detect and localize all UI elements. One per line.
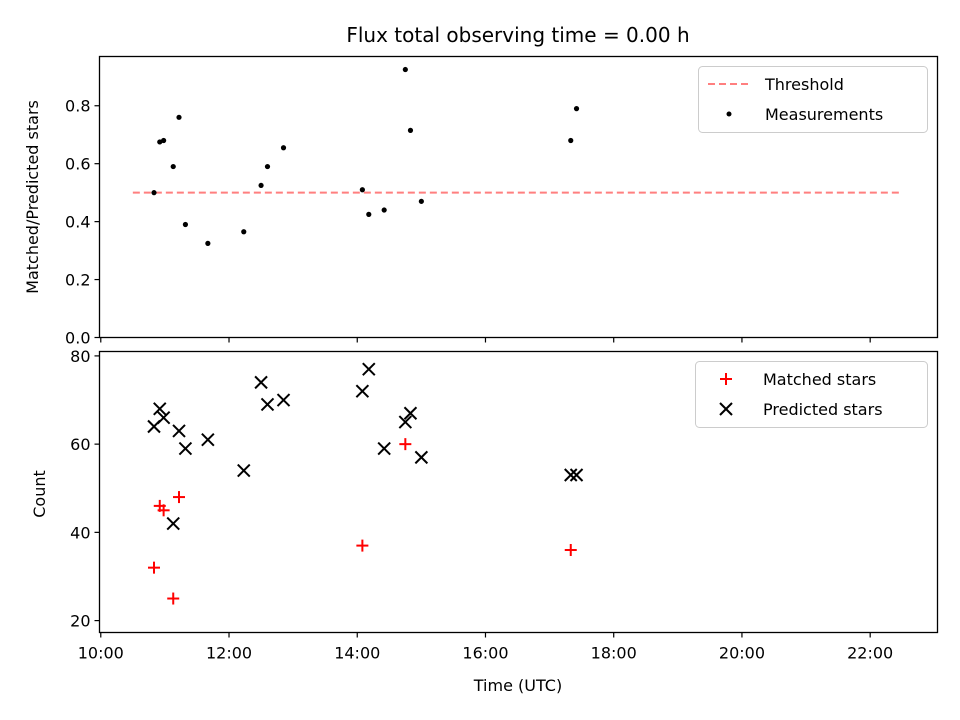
matched-point (167, 592, 180, 605)
x-tick-label: 22:00 (847, 644, 893, 663)
measurement-point (568, 137, 574, 144)
legend-measurements-label: Measurements (765, 105, 883, 124)
x-axis-label: Time (UTC) (473, 676, 562, 695)
bottom-y-tick-label: 80 (70, 347, 90, 366)
top-y-tick-label: 0.4 (65, 213, 90, 232)
bottom-plot-frame (98, 350, 939, 634)
top-panel: Flux total observing time = 0.00 h Match… (23, 23, 939, 348)
matched-point (564, 544, 577, 557)
predicted-point (569, 468, 584, 482)
measurement-point (170, 163, 176, 170)
legend-predicted-marker (719, 402, 733, 416)
measurement-point (258, 182, 264, 189)
predicted-point (362, 362, 376, 376)
measurement-point (280, 145, 287, 151)
x-tick-label: 12:00 (206, 644, 252, 663)
x-tick-label: 10:00 (78, 644, 124, 663)
top-legend-box (698, 66, 928, 133)
measurement-point (182, 221, 189, 228)
chart-title: Flux total observing time = 0.00 h (346, 23, 689, 47)
bottom-y-axis-label: Count (30, 470, 49, 518)
predicted-point (237, 463, 251, 478)
bottom-legend: Matched stars Predicted stars (695, 361, 928, 428)
matched-point (356, 539, 369, 552)
measurement-point (205, 240, 211, 246)
measurement-point (176, 114, 182, 120)
legend-matched-marker (720, 373, 732, 385)
legend-predicted-label: Predicted stars (763, 400, 883, 419)
matched-point (399, 438, 412, 451)
predicted-point (178, 441, 193, 456)
measurement-point (407, 127, 414, 133)
predicted-point (398, 415, 413, 429)
matched-point (147, 561, 160, 574)
predicted-point (414, 450, 429, 465)
legend-matched-label: Matched stars (763, 370, 876, 389)
predicted-point (403, 406, 418, 420)
predicted-point (166, 516, 180, 531)
top-y-axis-label: Matched/Predicted stars (23, 100, 42, 294)
x-tick-label: 18:00 (591, 644, 637, 663)
measurement-point (381, 207, 387, 213)
predicted-point (377, 441, 391, 456)
predicted-point (564, 468, 578, 482)
top-legend: Threshold Measurements (698, 66, 928, 133)
legend-measurements-marker (726, 111, 732, 117)
predicted-point (201, 433, 215, 447)
measurement-point (161, 137, 167, 144)
measurement-point (418, 198, 424, 204)
predicted-point (153, 402, 167, 416)
x-tick-label: 20:00 (719, 644, 765, 663)
predicted-point (254, 375, 268, 390)
bottom-y-tick-label: 60 (70, 435, 90, 454)
measurement-point (264, 163, 271, 170)
x-tick-label: 16:00 (462, 644, 508, 663)
predicted-point (172, 424, 186, 438)
matched-point (157, 504, 170, 517)
bottom-panel: Count Time (UTC) 20 40 60 80 10:00 12:00 14:00… (30, 347, 939, 695)
predicted-point (355, 384, 370, 398)
top-y-tick-label: 0.6 (65, 155, 90, 174)
predicted-point (156, 410, 171, 425)
bottom-legend-box (695, 361, 928, 428)
predicted-point (260, 397, 275, 412)
x-tick-label: 14:00 (334, 644, 380, 663)
bottom-y-tick-label: 40 (70, 523, 90, 542)
top-y-tick-label: 0.2 (65, 271, 90, 290)
measurement-point (359, 187, 365, 193)
top-y-tick-label: 0.0 (65, 329, 90, 348)
legend-threshold-label: Threshold (764, 75, 844, 94)
measurement-point (402, 66, 408, 73)
top-plot-frame (98, 55, 939, 339)
measurement-point (151, 190, 157, 196)
top-y-tick-label: 0.8 (65, 97, 90, 116)
predicted-point (276, 393, 291, 407)
matched-point (173, 491, 186, 504)
measurement-point (573, 106, 580, 112)
bottom-y-tick-label: 20 (70, 612, 90, 631)
measurement-point (241, 229, 247, 235)
measurement-point (366, 211, 372, 217)
